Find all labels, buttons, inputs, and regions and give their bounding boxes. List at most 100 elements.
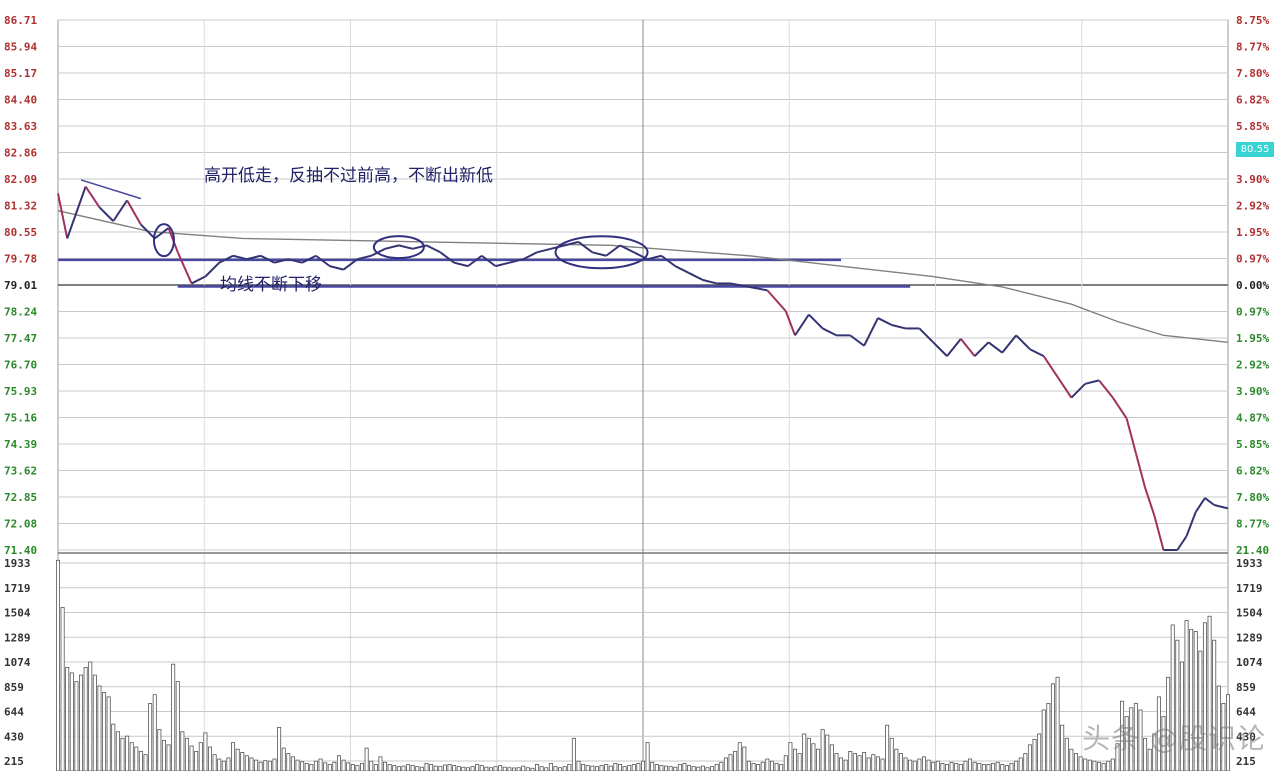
volume-bar — [180, 731, 185, 771]
volume-bar — [401, 765, 406, 771]
volume-bar — [111, 723, 116, 771]
volume-bar — [728, 754, 733, 771]
price-tick-left: 75.16 — [4, 412, 37, 425]
volume-bar — [300, 761, 305, 771]
volume-bar — [931, 761, 936, 771]
volume-bar — [447, 764, 452, 771]
volume-bar — [65, 667, 70, 771]
volume-bar — [617, 764, 622, 771]
volume-bar — [1069, 748, 1074, 771]
volume-bar — [687, 765, 692, 771]
volume-bar — [977, 762, 982, 771]
annotation-bottom: 均线不断下移 — [220, 275, 322, 295]
volume-bar — [318, 758, 323, 771]
volume-bar — [585, 765, 590, 771]
price-tick-left: 72.85 — [4, 491, 37, 504]
price-segment — [730, 282, 750, 288]
volume-bar — [208, 746, 213, 771]
volume-bar — [839, 757, 844, 771]
volume-bar — [1212, 639, 1217, 771]
volume-bar — [313, 760, 318, 771]
price-tick-right: 2.92% — [1236, 359, 1269, 372]
volume-bar — [475, 764, 480, 771]
volume-bar — [673, 766, 678, 771]
volume-bar — [995, 761, 1000, 771]
price-segment — [946, 338, 962, 357]
volume-bar — [456, 766, 461, 771]
volume-bar — [691, 766, 696, 771]
volume-bar — [212, 754, 217, 771]
price-segment — [426, 244, 441, 254]
volume-bar — [1106, 760, 1111, 771]
price-segment — [140, 223, 156, 240]
volume-bar — [60, 607, 65, 771]
volume-bar — [769, 760, 774, 771]
volume-bar — [392, 765, 397, 771]
volume-bar — [926, 759, 931, 771]
volume-tick-left: 1719 — [4, 582, 31, 595]
price-segment — [766, 289, 787, 312]
volume-bar — [498, 765, 503, 771]
volume-tick-right: 644 — [1236, 706, 1256, 719]
volume-bar — [198, 742, 203, 771]
volume-bar — [1166, 676, 1171, 771]
volume-bar — [55, 559, 61, 771]
volume-bar — [880, 758, 885, 771]
volume-bar — [816, 748, 821, 771]
volume-bar — [433, 765, 438, 771]
price-segment — [1098, 379, 1114, 399]
volume-bar — [360, 762, 365, 771]
volume-bar — [779, 764, 784, 771]
price-segment — [260, 254, 275, 264]
volume-bar — [981, 764, 986, 771]
volume-bar — [290, 756, 295, 771]
volume-bar — [590, 765, 595, 771]
volume-bar — [157, 729, 162, 771]
volume-bar — [138, 750, 143, 771]
volume-bar — [1037, 733, 1042, 771]
volume-bar — [719, 761, 724, 771]
average-price-line — [57, 210, 1229, 343]
volume-bar — [1202, 622, 1207, 771]
volume-bar — [378, 756, 383, 771]
price-segment — [398, 244, 413, 250]
price-segment — [849, 334, 865, 347]
volume-bar — [152, 694, 157, 771]
volume-bar — [797, 753, 802, 771]
volume-bar — [677, 764, 682, 771]
volume-tick-right: 1933 — [1236, 557, 1263, 570]
volume-bar — [875, 756, 880, 771]
volume-bar — [184, 737, 189, 771]
price-segment — [191, 275, 206, 285]
volume-tick-left: 1504 — [4, 607, 31, 620]
volume-bar — [415, 766, 420, 771]
volume-tick-right: 1504 — [1236, 607, 1263, 620]
volume-bar — [530, 767, 535, 771]
highlight-circles — [152, 223, 649, 270]
volume-bar — [221, 760, 226, 771]
volume-bar — [664, 765, 669, 771]
volume-bar — [1027, 744, 1032, 771]
volume-bar — [548, 762, 553, 771]
price-segment — [84, 185, 101, 208]
volume-bar — [636, 762, 641, 771]
price-segment — [960, 338, 976, 357]
price-segment — [218, 254, 234, 264]
volume-bar — [613, 762, 618, 771]
price-tick-left: 86.71 — [4, 14, 37, 27]
volume-bar — [249, 757, 254, 771]
volume-bar — [217, 758, 222, 771]
volume-bar — [742, 746, 747, 771]
price-tick-left: 72.08 — [4, 518, 37, 531]
volume-bar — [972, 761, 977, 771]
volume-bar — [346, 762, 351, 771]
volume-bar — [484, 766, 489, 771]
price-segment — [932, 341, 948, 357]
volume-bar — [571, 737, 576, 771]
price-segment — [522, 251, 538, 261]
volume-bar — [963, 760, 968, 771]
price-segment — [918, 327, 934, 343]
volume-bar — [369, 760, 374, 771]
volume-bar — [562, 766, 567, 771]
volume-bars — [55, 559, 1231, 771]
